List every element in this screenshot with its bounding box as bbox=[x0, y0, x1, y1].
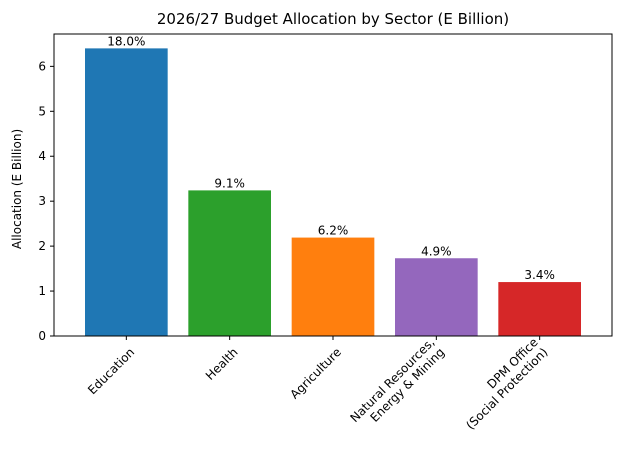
plot-area: 18.0% 9.1% 6.2% 4.9% 3.4% 0 1 2 3 4 5 6 Education Hea… bbox=[38, 33, 613, 435]
x-tick-label: Agriculture bbox=[287, 345, 344, 402]
x-tick-label: DPM Office(Social Protection) bbox=[453, 335, 550, 432]
x-tick-label: Health bbox=[203, 345, 241, 383]
data-label: 6.2% bbox=[318, 224, 349, 238]
x-tick-label: Education bbox=[85, 345, 137, 397]
y-tick-label: 5 bbox=[38, 104, 46, 118]
x-tick-label-group: Education bbox=[85, 345, 137, 397]
bar bbox=[395, 258, 478, 336]
x-tick-label-line: Agriculture bbox=[287, 345, 344, 402]
x-tick-label: Natural Resources,Energy & Mining bbox=[347, 335, 447, 435]
data-label: 18.0% bbox=[107, 34, 145, 48]
bar bbox=[291, 237, 375, 336]
bar bbox=[498, 282, 581, 336]
data-label: 3.4% bbox=[524, 268, 555, 282]
x-tick-label-line: Health bbox=[203, 345, 241, 383]
x-tick-label-group: Agriculture bbox=[287, 345, 344, 402]
y-tick-label: 3 bbox=[38, 194, 46, 208]
y-tick-label: 1 bbox=[38, 284, 46, 298]
y-axis-label: Allocation (E Billion) bbox=[10, 129, 24, 249]
bar bbox=[85, 48, 168, 336]
y-tick-label: 2 bbox=[38, 239, 46, 253]
data-label: 9.1% bbox=[214, 176, 245, 190]
x-tick-label-group: DPM Office(Social Protection) bbox=[453, 335, 550, 432]
x-tick-label-line: Natural Resources, bbox=[347, 335, 437, 425]
y-tick-label: 6 bbox=[38, 59, 46, 73]
x-tick-label-line: Education bbox=[85, 345, 137, 397]
x-tick-label-group: Natural Resources,Energy & Mining bbox=[347, 335, 447, 435]
bar bbox=[188, 190, 271, 336]
chart-title: 2026/27 Budget Allocation by Sector (E B… bbox=[157, 10, 509, 28]
data-label: 4.9% bbox=[421, 244, 452, 258]
x-tick-label-group: Health bbox=[203, 345, 241, 383]
y-tick-label: 0 bbox=[38, 329, 46, 343]
y-tick-label: 4 bbox=[38, 149, 46, 163]
plot-frame bbox=[53, 33, 613, 337]
